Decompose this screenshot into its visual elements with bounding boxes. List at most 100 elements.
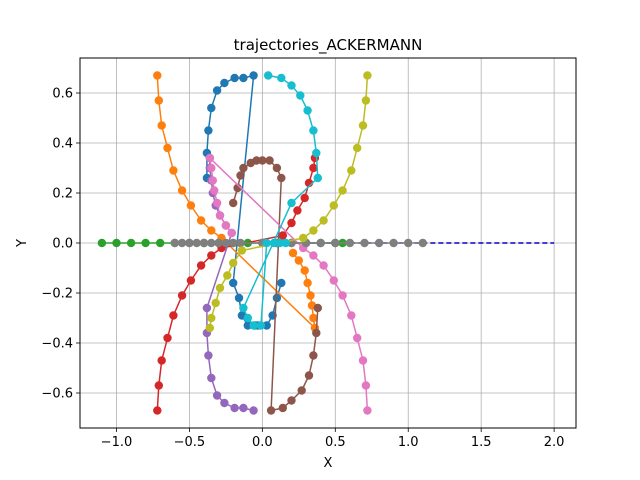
trajectory-point (185, 238, 194, 248)
trajectory-point (287, 218, 296, 228)
trajectory-point (418, 238, 427, 248)
trajectory-point (156, 238, 165, 248)
trajectory-point (207, 313, 216, 323)
tick-layer: −1.0 −0.5 0.0 0.5 1.0 1.5 2.0 −0.6 −0.4 −0.2 0.0 0.… (41, 87, 564, 451)
x-tick-label: −1.0 (101, 435, 133, 450)
trajectory-point (262, 321, 271, 330)
y-axis-label: Y (15, 239, 30, 248)
y-tick-label: 0.2 (52, 187, 73, 202)
trajectory-point (353, 143, 362, 153)
trajectory-point (329, 201, 338, 210)
trajectory-point (177, 238, 187, 248)
trajectory-point (287, 396, 296, 405)
trajectory-point (227, 228, 236, 238)
trajectory-point (205, 153, 214, 163)
trajectory-point (208, 176, 217, 185)
trajectory-point (287, 198, 296, 208)
trajectory-point (220, 78, 229, 88)
trajectory-point (214, 238, 223, 248)
y-tick-label: −0.2 (41, 287, 73, 302)
trajectory-series (229, 156, 322, 415)
trajectory-point (300, 266, 309, 275)
trajectory-point (207, 373, 216, 383)
trajectory-point (221, 221, 231, 230)
trajectory-point (331, 238, 340, 248)
trajectory-point (277, 73, 286, 83)
trajectory-point (404, 238, 413, 248)
trajectory-point (363, 71, 372, 80)
trajectory-point (304, 371, 314, 380)
trajectory-point (210, 186, 219, 195)
trajectory-point (207, 103, 216, 113)
trajectory-point (361, 96, 371, 105)
trajectory-point (243, 321, 252, 330)
y-tick-label: 0.6 (52, 87, 73, 102)
y-tick-label: −0.6 (41, 387, 73, 402)
trajectory-point (243, 313, 252, 323)
trajectory-point (223, 271, 232, 280)
trajectory-point (177, 186, 187, 195)
trajectory-point (220, 398, 229, 408)
trajectory-point (303, 106, 312, 115)
trajectory-point (230, 403, 239, 413)
trajectory-point (294, 256, 303, 265)
trajectory-point (278, 403, 287, 413)
trajectory-point (153, 71, 162, 80)
trajectory-point (353, 333, 362, 343)
trajectory-point (229, 198, 238, 208)
trajectory-point (153, 406, 162, 415)
trajectory-point (319, 261, 328, 270)
trajectory-point (309, 163, 318, 173)
trajectory-point (345, 238, 355, 248)
trajectory-point (237, 246, 247, 255)
trajectory-point (316, 238, 325, 248)
trajectory-point (157, 121, 166, 130)
trajectory-point (256, 321, 266, 330)
trajectory-point (309, 126, 318, 135)
chart-title: trajectories_ACKERMANN (234, 36, 423, 55)
y-tick-label: 0.4 (52, 137, 73, 152)
trajectory-point (207, 226, 216, 235)
trajectory-point (169, 166, 178, 175)
trajectory-point (358, 121, 368, 130)
trajectory-point (389, 238, 398, 248)
trajectory-point (269, 238, 279, 248)
trajectory-point (204, 126, 213, 135)
x-axis-label: X (324, 456, 333, 471)
trajectory-point (264, 71, 273, 80)
trajectory-point (266, 406, 276, 415)
trajectory-point (239, 163, 248, 173)
trajectory-point (288, 248, 298, 258)
trajectory-point (309, 226, 318, 235)
trajectory-point (272, 293, 282, 303)
trajectory-point (374, 238, 384, 248)
trajectory-point (234, 293, 244, 303)
trajectory-point (249, 321, 258, 330)
x-tick-label: 0.0 (252, 435, 273, 450)
trajectory-point (163, 143, 172, 153)
trajectory-point (347, 311, 356, 320)
trajectory-point (177, 291, 187, 300)
trajectory-point (207, 163, 216, 173)
trajectory-point (212, 391, 222, 400)
trajectory-point (306, 291, 315, 300)
trajectory-point (296, 91, 305, 100)
trajectory-point (309, 313, 318, 323)
trajectory-point (202, 303, 212, 313)
trajectory-point (212, 86, 222, 95)
trajectory-point (239, 73, 248, 83)
x-tick-label: 1.5 (471, 435, 492, 450)
y-tick-label: −0.4 (41, 337, 73, 352)
trajectory-point (229, 258, 238, 268)
trajectory-point (275, 238, 285, 248)
trajectory-point (300, 193, 309, 203)
trajectory-point (361, 381, 371, 390)
trajectory-point (297, 386, 306, 395)
trajectory-point (312, 328, 321, 338)
trajectory-point (277, 173, 286, 183)
trajectory-point (211, 298, 220, 308)
trajectory-point (207, 238, 216, 248)
trajectory-point (329, 276, 338, 285)
trajectory-point (204, 351, 213, 360)
